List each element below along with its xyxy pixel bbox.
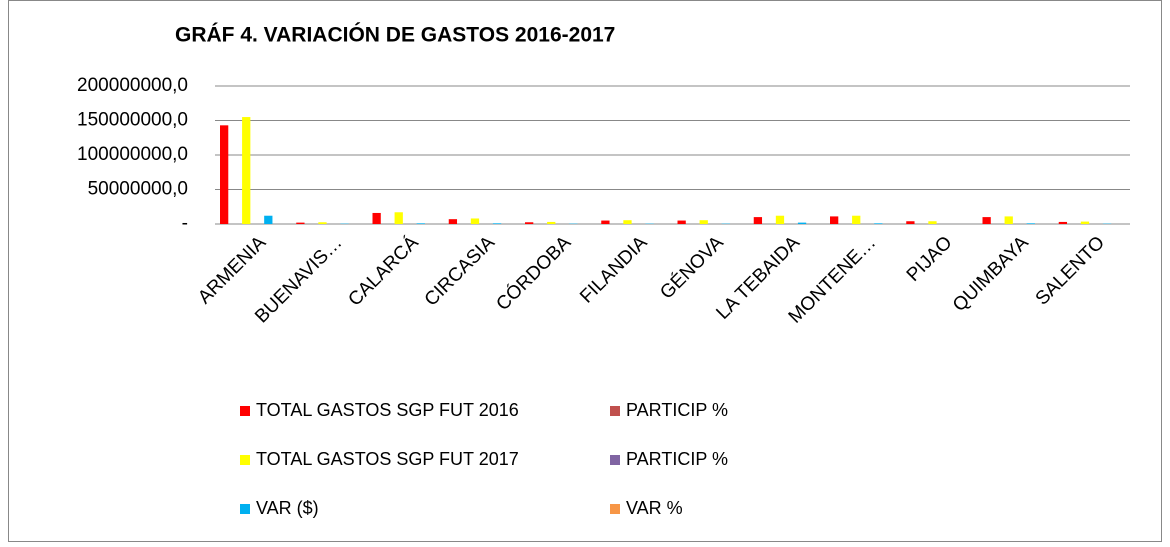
- legend-label: PARTICIP %: [626, 400, 728, 420]
- y-tick-label: 50000000,0: [88, 179, 188, 200]
- legend-label: PARTICIP %: [626, 449, 728, 469]
- bar: [623, 220, 631, 224]
- bar: [678, 221, 686, 224]
- legend-swatch: [240, 504, 250, 514]
- bar: [983, 217, 991, 224]
- bar: [493, 223, 501, 224]
- bar: [906, 221, 914, 224]
- legend-swatch: [610, 455, 620, 465]
- bar: [547, 222, 555, 224]
- legend-swatch: [240, 406, 250, 416]
- bar: [874, 223, 882, 224]
- y-tick-label: 200000000,0: [77, 75, 188, 96]
- bar: [471, 218, 479, 224]
- bar: [852, 216, 860, 224]
- y-tick-label: 150000000,0: [77, 110, 188, 131]
- bar: [700, 220, 708, 224]
- bar: [1081, 222, 1089, 224]
- bar: [830, 216, 838, 224]
- y-tick-label: -: [182, 213, 188, 234]
- bar: [264, 216, 272, 224]
- bar: [1005, 216, 1013, 224]
- legend-swatch: [610, 406, 620, 416]
- bar: [395, 212, 403, 224]
- bar: [525, 222, 533, 224]
- chart-title: GRÁF 4. VARIACIÓN DE GASTOS 2016-2017: [175, 23, 615, 47]
- legend-swatch: [240, 455, 250, 465]
- legend-label: VAR %: [626, 498, 683, 518]
- legend-label: TOTAL GASTOS SGP FUT 2017: [256, 449, 519, 469]
- y-tick-label: 100000000,0: [77, 144, 188, 165]
- bar: [601, 221, 609, 224]
- legend-swatch: [610, 504, 620, 514]
- bar: [776, 216, 784, 224]
- bar: [1027, 223, 1035, 224]
- legend-label: VAR ($): [256, 498, 319, 518]
- bar: [373, 213, 381, 224]
- bar: [242, 117, 250, 224]
- bar: [754, 217, 762, 224]
- bar: [798, 223, 806, 224]
- bar: [449, 219, 457, 224]
- legend-label: TOTAL GASTOS SGP FUT 2016: [256, 400, 519, 420]
- bar: [220, 125, 228, 224]
- bar: [1059, 222, 1067, 224]
- bar: [296, 223, 304, 224]
- bar: [417, 223, 425, 224]
- bar: [928, 221, 936, 224]
- bar: [318, 222, 326, 224]
